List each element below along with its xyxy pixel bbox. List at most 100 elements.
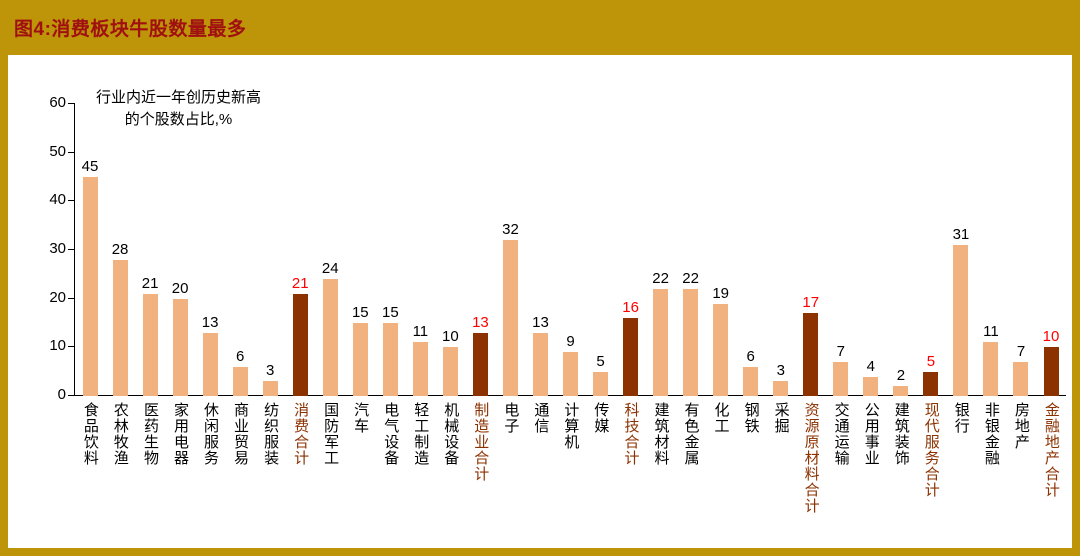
x-category-label: 建筑材料: [652, 402, 670, 466]
bar: [412, 342, 428, 396]
bar-slot: 10: [1036, 328, 1066, 396]
bar: [983, 342, 999, 396]
y-tick-mark: [68, 151, 74, 153]
x-category-label: 制造业合计: [472, 402, 490, 482]
x-label-slot: 消费合计: [285, 402, 315, 466]
bar-value-label: 6: [236, 348, 245, 365]
bar-slot: 19: [706, 285, 736, 396]
bar-value-label: 5: [926, 353, 936, 370]
y-tick-label: 0: [57, 386, 66, 403]
bar-slot: 5: [916, 353, 946, 396]
bar: [683, 289, 699, 396]
y-tick-mark: [68, 103, 74, 104]
y-axis-line: [74, 103, 75, 396]
bar: [923, 372, 939, 396]
bar-slot: 13: [465, 314, 495, 396]
x-category-label: 现代服务合计: [922, 402, 940, 498]
bar-slot: 4: [856, 358, 886, 396]
bar-slot: 15: [375, 304, 405, 396]
x-category-label: 传媒: [592, 402, 610, 434]
bar: [142, 294, 158, 396]
x-label-slot: 纺织服装: [255, 402, 285, 466]
x-label-slot: 医药生物: [135, 402, 165, 466]
bar-value-label: 10: [1042, 328, 1060, 345]
x-label-slot: 现代服务合计: [916, 402, 946, 498]
bar-value-label: 15: [381, 304, 399, 321]
bar-value-label: 17: [802, 294, 820, 311]
bar-slot: 45: [75, 158, 105, 396]
bar-slot: 20: [165, 280, 195, 396]
x-label-slot: 国防军工: [315, 402, 345, 466]
bar: [743, 367, 759, 396]
bar-slot: 22: [646, 270, 676, 396]
x-label-slot: 机械设备: [435, 402, 465, 466]
x-category-label: 建筑装饰: [892, 402, 910, 466]
bar-slot: 7: [826, 343, 856, 396]
bar-slot: 9: [556, 333, 586, 396]
bar-slot: 3: [766, 362, 796, 396]
bar-value-label: 9: [566, 333, 575, 350]
bar-slot: 22: [676, 270, 706, 396]
x-label-slot: 制造业合计: [465, 402, 495, 482]
bar: [653, 289, 669, 396]
y-tick-mark: [68, 200, 74, 202]
bar: [172, 299, 188, 396]
x-label-slot: 钢铁: [736, 402, 766, 434]
bar-slot: 6: [736, 348, 766, 396]
x-label-slot: 采掘: [766, 402, 796, 434]
bar-value-label: 3: [266, 362, 275, 379]
bar-value-label: 11: [983, 323, 999, 340]
x-category-label: 有色金属: [682, 402, 700, 466]
x-label-slot: 化工: [706, 402, 736, 434]
bar-value-label: 7: [1016, 343, 1026, 360]
x-axis-labels: 食品饮料 农林牧渔 医药生物 家用电器 休闲服务 商业贸易 纺织服装 消费合计 国防军工 汽车 电气…: [75, 402, 1066, 556]
bar: [833, 362, 849, 396]
bar-slot: 21: [285, 275, 315, 396]
bar-value-label: 21: [291, 275, 309, 292]
x-category-label: 计算机: [562, 402, 580, 450]
x-label-slot: 汽车: [345, 402, 375, 434]
x-label-slot: 商业贸易: [225, 402, 255, 466]
bar: [803, 313, 819, 396]
bar: [953, 245, 969, 396]
bar-value-label: 32: [502, 221, 519, 238]
bar: [352, 323, 368, 396]
bar-value-label: 28: [111, 241, 129, 258]
x-label-slot: 电子: [495, 402, 525, 434]
x-label-slot: 建筑材料: [646, 402, 676, 466]
figure-title: 图4:消费板块牛股数量最多: [14, 19, 247, 40]
bar-slot: 6: [225, 348, 255, 396]
bar-value-label: 20: [171, 280, 189, 297]
bar: [472, 333, 488, 396]
bar-value-label: 24: [321, 260, 339, 277]
bar: [863, 377, 879, 396]
bar-value-label: 22: [652, 270, 669, 287]
x-category-label: 医药生物: [141, 402, 159, 466]
x-label-slot: 金融地产合计: [1036, 402, 1066, 498]
bar-value-label: 5: [596, 353, 605, 370]
x-label-slot: 休闲服务: [195, 402, 225, 466]
bar: [893, 386, 909, 396]
bar-value-label: 21: [141, 275, 159, 292]
x-label-slot: 非银金融: [976, 402, 1006, 466]
x-label-slot: 通信: [525, 402, 555, 434]
x-category-label: 资源原材料合计: [802, 402, 820, 514]
x-category-label: 纺织服装: [262, 402, 280, 466]
y-tick-mark: [68, 249, 74, 250]
bar-value-label: 45: [81, 158, 99, 175]
bar: [442, 347, 458, 396]
x-category-label: 汽车: [352, 402, 370, 434]
bar-value-label: 7: [836, 343, 845, 360]
bar-slot: 13: [525, 314, 555, 396]
chart-annotation: 行业内近一年创历史新高 的个股数占比,%: [96, 89, 262, 128]
bar: [292, 294, 308, 396]
bar-slot: 28: [105, 241, 135, 396]
x-label-slot: 房地产: [1006, 402, 1036, 450]
bar-value-label: 22: [682, 270, 699, 287]
bar: [502, 240, 518, 396]
bar-slot: 16: [616, 299, 646, 396]
bars-container: 45 28 21 20 13 6 3 21 24 15 15 11 10 13 32 13 9 5 16 22 22 19…: [75, 55, 1066, 396]
x-label-slot: 有色金属: [676, 402, 706, 466]
bar-slot: 31: [946, 226, 976, 396]
